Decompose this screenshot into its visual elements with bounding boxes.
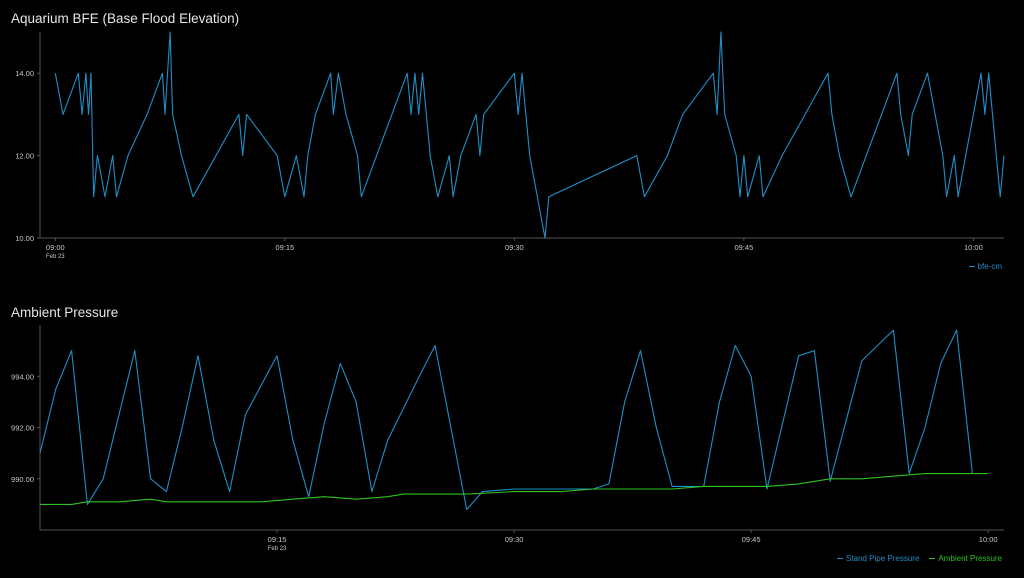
legend-swatch: [929, 558, 936, 559]
series-line-ambient-pressure: [40, 473, 989, 505]
series-line-stand-pipe-pressure: [39, 329, 973, 511]
y-tick-label: 12.00: [15, 152, 34, 161]
chart-title: Aquarium BFE (Base Flood Elevation): [11, 11, 240, 26]
x-tick-label: 09:45: [734, 243, 753, 252]
legend-label: bfe-cm: [977, 262, 1002, 271]
x-tick-sublabel: Feb 23: [46, 254, 65, 260]
legend-item[interactable]: bfe-cm: [968, 262, 1002, 271]
bfe-chart: 10.00 12.00 14.00 09:00 Feb 23 09:15 09:30 09:4…: [15, 31, 1005, 260]
chart-legend: Stand Pipe Pressure Ambient Pressure: [837, 554, 1002, 563]
x-tick-label: 10:00: [979, 535, 998, 544]
legend-label: Stand Pipe Pressure: [846, 554, 920, 563]
legend-item[interactable]: Ambient Pressure: [929, 554, 1002, 563]
x-tick-label: 09:30: [505, 535, 524, 544]
legend-swatch: [837, 558, 844, 559]
y-tick-label: 14.00: [15, 69, 34, 78]
x-tick-label: 09:15: [268, 535, 287, 544]
chart-title: Ambient Pressure: [11, 305, 119, 320]
bfe-chart-panel: Aquarium BFE (Base Flood Elevation) 10.0…: [11, 11, 1005, 271]
y-tick-label: 990.00: [11, 475, 34, 484]
legend-swatch: [968, 266, 975, 267]
x-tick-label: 09:15: [275, 243, 294, 252]
y-tick-label: 994.00: [11, 372, 34, 381]
y-tick-label: 10.00: [15, 234, 34, 243]
series-line-bfe-cm: [54, 31, 1005, 239]
legend-label: Ambient Pressure: [938, 554, 1002, 563]
pressure-chart: 990.00 992.00 994.00 09:15 Feb 23 09:30 09:45 1…: [11, 325, 1004, 552]
legend-item[interactable]: Stand Pipe Pressure: [837, 554, 919, 563]
y-tick-label: 992.00: [11, 424, 34, 433]
x-tick-label: 09:30: [505, 243, 524, 252]
x-tick-sublabel: Feb 23: [268, 546, 287, 552]
x-tick-label: 09:00: [46, 243, 65, 252]
pressure-chart-panel: Ambient Pressure 990.00 992.00 994.00 09:15…: [0, 290, 1024, 578]
x-tick-label: 09:45: [742, 535, 761, 544]
x-tick-label: 10:00: [964, 243, 983, 252]
chart-legend: bfe-cm: [968, 262, 1002, 271]
